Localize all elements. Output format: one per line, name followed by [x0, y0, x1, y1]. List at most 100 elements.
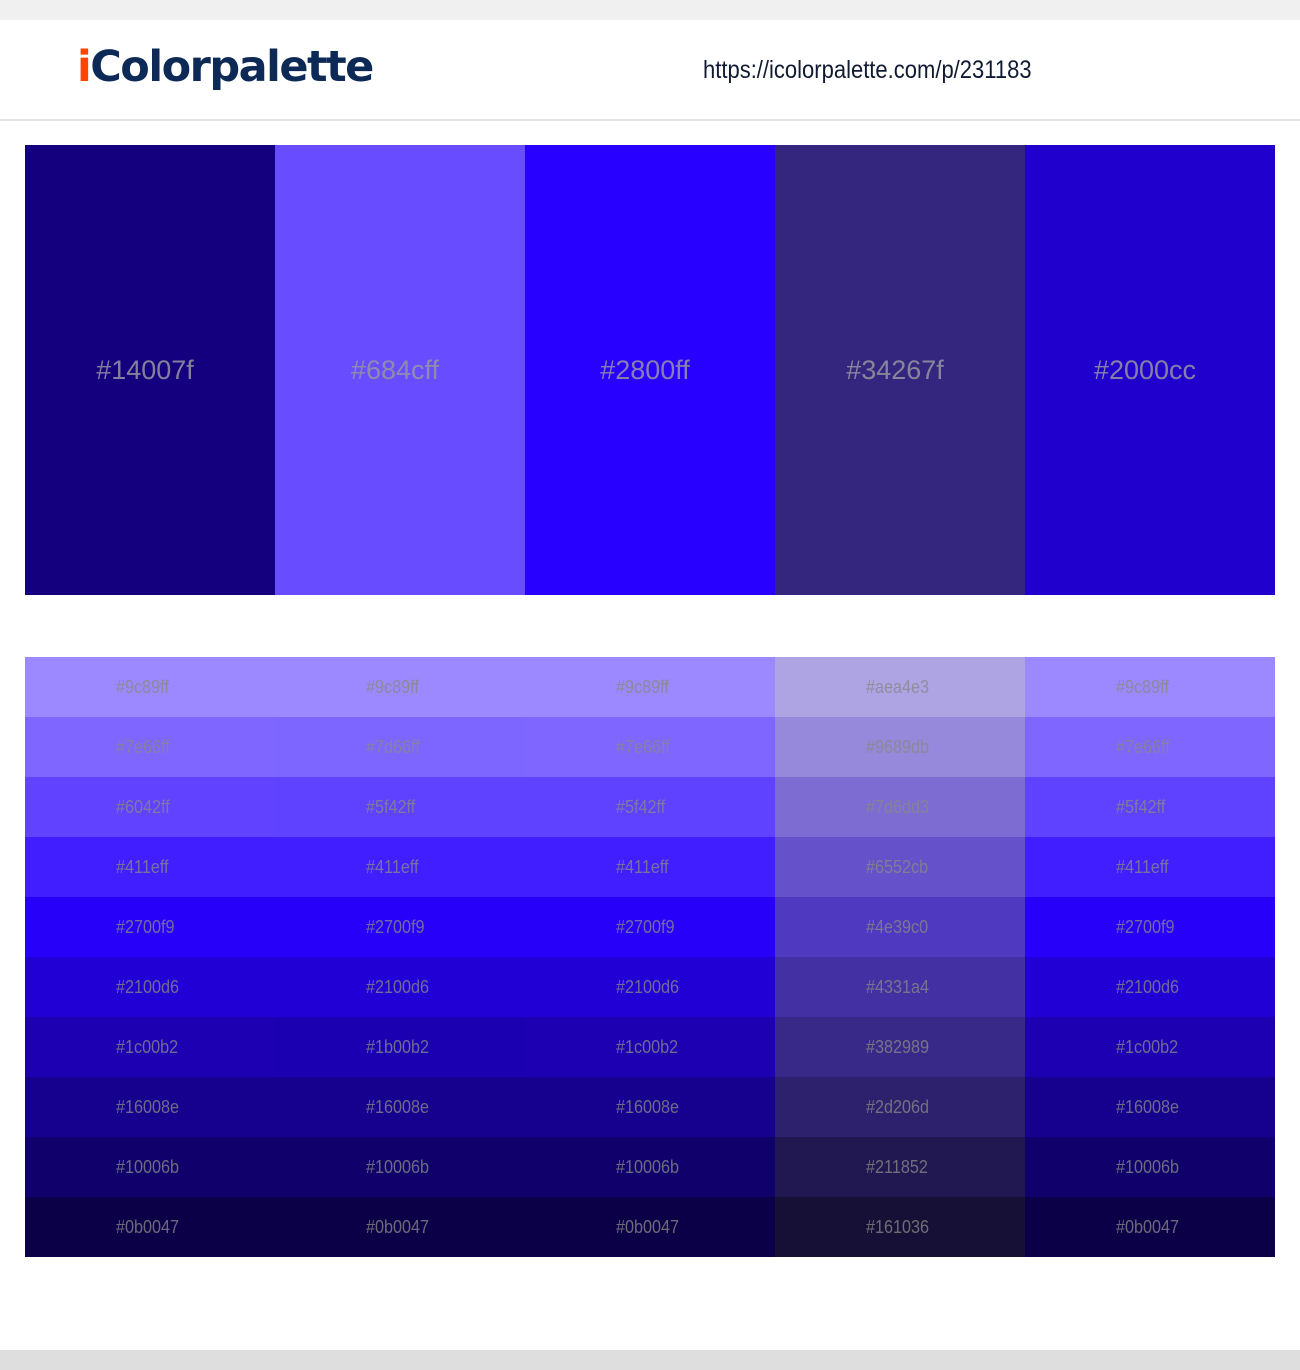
shade-cell[interactable]: #5f42ff [1025, 777, 1275, 837]
shade-hex-label: #aea4e3 [866, 676, 930, 697]
shade-cell[interactable]: #10006b [275, 1137, 525, 1197]
shade-cell[interactable]: #10006b [525, 1137, 775, 1197]
shade-hex-label: #0b0047 [1116, 1216, 1180, 1237]
shade-cell[interactable]: #2700f9 [25, 897, 275, 957]
shade-hex-label: #411eff [1116, 856, 1169, 877]
shade-cell[interactable]: #9689db [775, 717, 1025, 777]
shade-cell[interactable]: #1c00b2 [525, 1017, 775, 1077]
shade-cell[interactable]: #2100d6 [275, 957, 525, 1017]
shade-hex-label: #2700f9 [116, 916, 175, 937]
shade-cell[interactable]: #7e66ff [525, 717, 775, 777]
shade-hex-label: #0b0047 [116, 1216, 180, 1237]
shade-cell[interactable]: #aea4e3 [775, 657, 1025, 717]
shade-cell[interactable]: #4e39c0 [775, 897, 1025, 957]
shade-hex-label: #2700f9 [366, 916, 425, 937]
shade-hex-label: #6552cb [866, 856, 929, 877]
shade-hex-label: #5f42ff [366, 796, 416, 817]
shade-cell[interactable]: #411eff [1025, 837, 1275, 897]
shade-hex-label: #10006b [616, 1156, 680, 1177]
shade-hex-label: #2100d6 [1116, 976, 1180, 997]
shade-hex-label: #10006b [116, 1156, 180, 1177]
shade-cell[interactable]: #0b0047 [25, 1197, 275, 1257]
shade-cell[interactable]: #2700f9 [525, 897, 775, 957]
shade-cell[interactable]: #16008e [1025, 1077, 1275, 1137]
shade-hex-label: #7e66ff [1116, 736, 1170, 757]
color-swatch[interactable]: #14007f [25, 145, 275, 595]
shade-hex-label: #0b0047 [616, 1216, 680, 1237]
shade-hex-label: #411eff [116, 856, 169, 877]
shade-cell[interactable]: #10006b [25, 1137, 275, 1197]
shade-cell[interactable]: #411eff [525, 837, 775, 897]
shade-hex-label: #0b0047 [366, 1216, 430, 1237]
swatch-hex-label: #14007f [96, 354, 194, 385]
swatch-hex-label: #2000cc [1093, 354, 1197, 385]
shade-cell[interactable]: #9c89ff [275, 657, 525, 717]
shade-hex-label: #16008e [116, 1096, 180, 1117]
shade-hex-label: #2700f9 [1116, 916, 1175, 937]
logo-prefix: i [77, 42, 92, 92]
shade-cell[interactable]: #2d206d [775, 1077, 1025, 1137]
shade-cell[interactable]: #2100d6 [25, 957, 275, 1017]
swatch-hex-label: #34267f [846, 354, 944, 385]
shade-cell[interactable]: #7d6dd3 [775, 777, 1025, 837]
shade-cell[interactable]: #4331a4 [775, 957, 1025, 1017]
shade-hex-label: #411eff [616, 856, 669, 877]
color-swatch[interactable]: #34267f [775, 145, 1025, 595]
shade-cell[interactable]: #10006b [1025, 1137, 1275, 1197]
shade-cell[interactable]: #5f42ff [275, 777, 525, 837]
shade-hex-label: #4e39c0 [866, 916, 929, 937]
shade-hex-label: #7d66ff [366, 736, 420, 757]
shade-hex-label: #382989 [866, 1036, 930, 1057]
shade-cell[interactable]: #9c89ff [1025, 657, 1275, 717]
shade-cell[interactable]: #9c89ff [525, 657, 775, 717]
shade-cell[interactable]: #2700f9 [1025, 897, 1275, 957]
shade-cell[interactable]: #2100d6 [525, 957, 775, 1017]
shade-hex-label: #211852 [866, 1156, 928, 1177]
shade-cell[interactable]: #16008e [525, 1077, 775, 1137]
shade-cell[interactable]: #0b0047 [275, 1197, 525, 1257]
shade-cell[interactable]: #0b0047 [525, 1197, 775, 1257]
shade-cell[interactable]: #411eff [25, 837, 275, 897]
swatch-hex-label: #2800ff [600, 354, 690, 385]
shade-cell[interactable]: #16008e [275, 1077, 525, 1137]
shade-hex-label: #1b00b2 [366, 1036, 430, 1057]
shade-hex-label: #16008e [366, 1096, 430, 1117]
shade-hex-label: #2700f9 [616, 916, 675, 937]
shade-hex-label: #2100d6 [366, 976, 430, 997]
shade-cell[interactable]: #1c00b2 [1025, 1017, 1275, 1077]
shade-cell[interactable]: #411eff [275, 837, 525, 897]
shade-hex-label: #9689db [866, 736, 930, 757]
shade-hex-label: #9c89ff [366, 676, 419, 697]
shade-cell[interactable]: #16008e [25, 1077, 275, 1137]
shade-hex-label: #6042ff [116, 796, 170, 817]
shade-cell[interactable]: #2700f9 [275, 897, 525, 957]
shade-cell[interactable]: #382989 [775, 1017, 1025, 1077]
palette-swatches: #14007f #684cff #2800ff #34267f #2000cc [25, 145, 1275, 595]
shade-cell[interactable]: #161036 [775, 1197, 1025, 1257]
shade-hex-label: #10006b [1116, 1156, 1180, 1177]
shade-cell[interactable]: #211852 [775, 1137, 1025, 1197]
shade-hex-label: #7e66ff [616, 736, 670, 757]
logo[interactable]: iColorpalette [77, 46, 374, 89]
top-bar [0, 0, 1300, 20]
color-swatch[interactable]: #684cff [275, 145, 525, 595]
shade-cell[interactable]: #2100d6 [1025, 957, 1275, 1017]
shade-cell[interactable]: #9c89ff [25, 657, 275, 717]
shade-cell[interactable]: #7e66ff [1025, 717, 1275, 777]
shade-cell[interactable]: #5f42ff [525, 777, 775, 837]
shade-hex-label: #7d6dd3 [866, 796, 930, 817]
shade-cell[interactable]: #6552cb [775, 837, 1025, 897]
shade-cell[interactable]: #7d66ff [275, 717, 525, 777]
shade-cell[interactable]: #0b0047 [1025, 1197, 1275, 1257]
shade-cell[interactable]: #1c00b2 [25, 1017, 275, 1077]
color-swatch[interactable]: #2000cc [1025, 145, 1275, 595]
shade-cell[interactable]: #7e66ff [25, 717, 275, 777]
shade-cell[interactable]: #1b00b2 [275, 1017, 525, 1077]
shade-hex-label: #161036 [866, 1216, 930, 1237]
shade-cell[interactable]: #6042ff [25, 777, 275, 837]
shade-hex-label: #16008e [616, 1096, 680, 1117]
color-swatch[interactable]: #2800ff [525, 145, 775, 595]
shade-hex-label: #1c00b2 [1116, 1036, 1179, 1057]
footer-bar [0, 1350, 1300, 1370]
header: iColorpalette https://icolorpalette.com/… [0, 20, 1300, 121]
